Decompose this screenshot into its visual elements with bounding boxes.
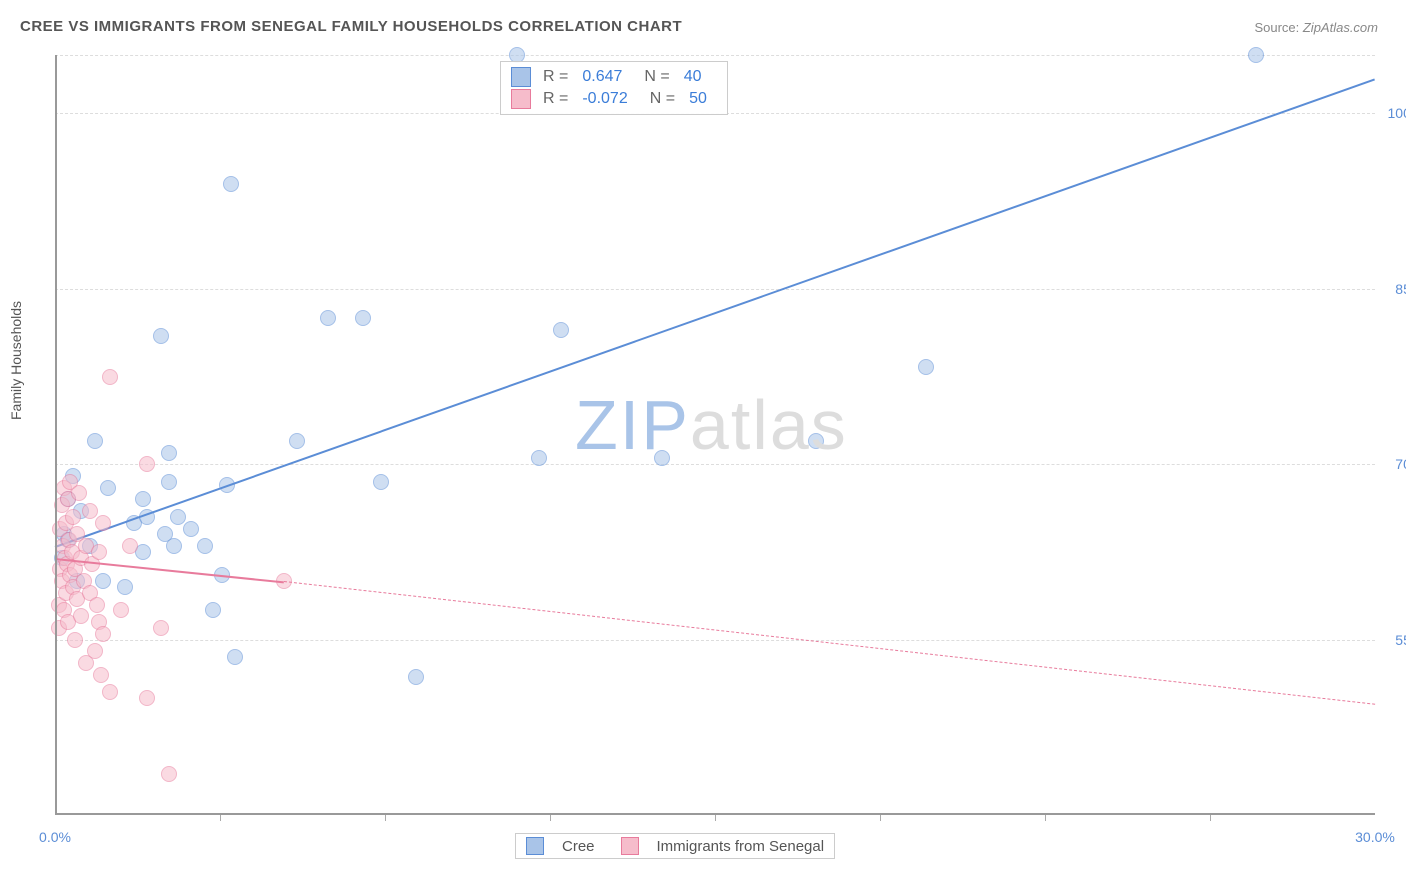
data-point — [531, 450, 547, 466]
data-point — [808, 433, 824, 449]
data-point — [1248, 47, 1264, 63]
trend-line — [284, 581, 1375, 705]
legend-swatch-series-1 — [511, 67, 531, 87]
data-point — [289, 433, 305, 449]
y-axis-line — [55, 55, 57, 815]
data-point — [183, 521, 199, 537]
gridline — [55, 55, 1375, 56]
trend-line — [55, 78, 1376, 548]
data-point — [139, 690, 155, 706]
legend-label-1: Cree — [562, 838, 595, 855]
data-point — [161, 766, 177, 782]
data-point — [161, 445, 177, 461]
x-tick-label: 0.0% — [39, 829, 71, 845]
data-point — [93, 667, 109, 683]
y-tick-label: 70.0% — [1380, 456, 1406, 472]
r-label-2: R = — [543, 90, 568, 108]
legend-label-2: Immigrants from Senegal — [657, 838, 825, 855]
x-tick-label: 30.0% — [1355, 829, 1395, 845]
data-point — [654, 450, 670, 466]
data-point — [71, 485, 87, 501]
data-point — [117, 579, 133, 595]
data-point — [87, 433, 103, 449]
data-point — [153, 328, 169, 344]
data-point — [553, 322, 569, 338]
legend-swatch-series-2 — [511, 89, 531, 109]
stats-legend-row-2: R = -0.072 N = 50 — [511, 88, 717, 110]
data-point — [135, 491, 151, 507]
source-label: Source: — [1254, 20, 1302, 35]
r-value-2: -0.072 — [582, 90, 627, 108]
data-point — [95, 573, 111, 589]
r-label: R = — [543, 68, 568, 86]
data-point — [227, 649, 243, 665]
stats-legend-row-1: R = 0.647 N = 40 — [511, 66, 717, 88]
gridline — [55, 640, 1375, 641]
n-label-2: N = — [650, 90, 675, 108]
data-point — [161, 474, 177, 490]
legend-swatch-bottom-2 — [621, 837, 639, 855]
data-point — [355, 310, 371, 326]
data-point — [87, 643, 103, 659]
data-point — [139, 456, 155, 472]
data-point — [67, 632, 83, 648]
data-point — [102, 369, 118, 385]
data-point — [153, 620, 169, 636]
data-point — [170, 509, 186, 525]
source-value: ZipAtlas.com — [1303, 20, 1378, 35]
data-point — [373, 474, 389, 490]
data-point — [95, 515, 111, 531]
chart-plot-area: 55.0%70.0%85.0%100.0%0.0%30.0% ZIPatlas … — [55, 55, 1375, 815]
y-tick-label: 85.0% — [1380, 281, 1406, 297]
data-point — [166, 538, 182, 554]
data-point — [82, 503, 98, 519]
gridline — [55, 464, 1375, 465]
data-point — [65, 509, 81, 525]
stats-legend: R = 0.647 N = 40 R = -0.072 N = 50 — [500, 61, 728, 115]
data-point — [73, 608, 89, 624]
data-point — [100, 480, 116, 496]
n-value-1: 40 — [684, 68, 702, 86]
legend-swatch-bottom-1 — [526, 837, 544, 855]
data-point — [205, 602, 221, 618]
data-point — [408, 669, 424, 685]
data-point — [122, 538, 138, 554]
n-label: N = — [644, 68, 669, 86]
data-point — [95, 626, 111, 642]
data-point — [113, 602, 129, 618]
data-point — [102, 684, 118, 700]
source-attribution: Source: ZipAtlas.com — [1254, 20, 1378, 35]
data-point — [918, 359, 934, 375]
chart-title: CREE VS IMMIGRANTS FROM SENEGAL FAMILY H… — [20, 18, 682, 35]
data-point — [223, 176, 239, 192]
series-legend: Cree Immigrants from Senegal — [515, 833, 835, 859]
x-axis-line — [55, 813, 1375, 815]
data-point — [91, 544, 107, 560]
r-value-1: 0.647 — [582, 68, 622, 86]
gridline — [55, 289, 1375, 290]
y-axis-label: Family Households — [8, 301, 24, 420]
y-tick-label: 100.0% — [1380, 105, 1406, 121]
n-value-2: 50 — [689, 90, 707, 108]
y-tick-label: 55.0% — [1380, 632, 1406, 648]
data-point — [197, 538, 213, 554]
data-point — [320, 310, 336, 326]
data-point — [89, 597, 105, 613]
